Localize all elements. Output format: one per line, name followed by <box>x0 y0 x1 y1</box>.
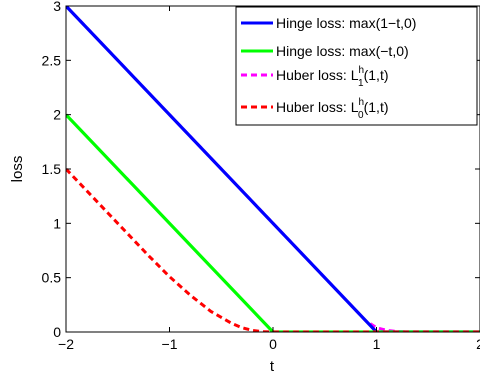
y-tick-label: 1 <box>53 215 61 231</box>
legend-label-3: Huber loss: Lh 1(1,t) <box>276 65 389 89</box>
legend-label-1: Hinge loss: max(1−t,0) <box>276 15 416 31</box>
legend-label-2: Hinge loss: max(−t,0) <box>276 43 409 59</box>
axes: −2 −1 0 1 2 0 0.5 1 1.5 2 2.5 3 <box>42 0 480 352</box>
series-layer <box>66 6 480 332</box>
y-axis-label: loss <box>9 156 26 183</box>
y-tick-label: 0.5 <box>42 270 62 286</box>
x-axis-label: t <box>270 358 275 375</box>
series-line-4 <box>66 167 480 332</box>
legend-label-4: Huber loss: Lh 0(1,t) <box>276 97 389 121</box>
legend-box <box>235 6 478 126</box>
y-tick-label: 0 <box>53 324 61 340</box>
x-tick-label: 0 <box>269 336 277 352</box>
legend: Hinge loss: max(1−t,0) Hinge loss: max(−t… <box>235 6 478 126</box>
series-line-1 <box>66 6 480 332</box>
x-tick-label: 1 <box>373 336 381 352</box>
series-line-2 <box>66 113 480 332</box>
x-tick-label: −1 <box>162 336 178 352</box>
x-tick-label: 2 <box>476 336 480 352</box>
y-tick-label: 2.5 <box>42 52 62 68</box>
y-tick-label: 1.5 <box>42 161 62 177</box>
x-tick-label: −2 <box>58 336 74 352</box>
y-tick-label: 3 <box>53 0 61 14</box>
y-tick-label: 2 <box>53 107 61 123</box>
